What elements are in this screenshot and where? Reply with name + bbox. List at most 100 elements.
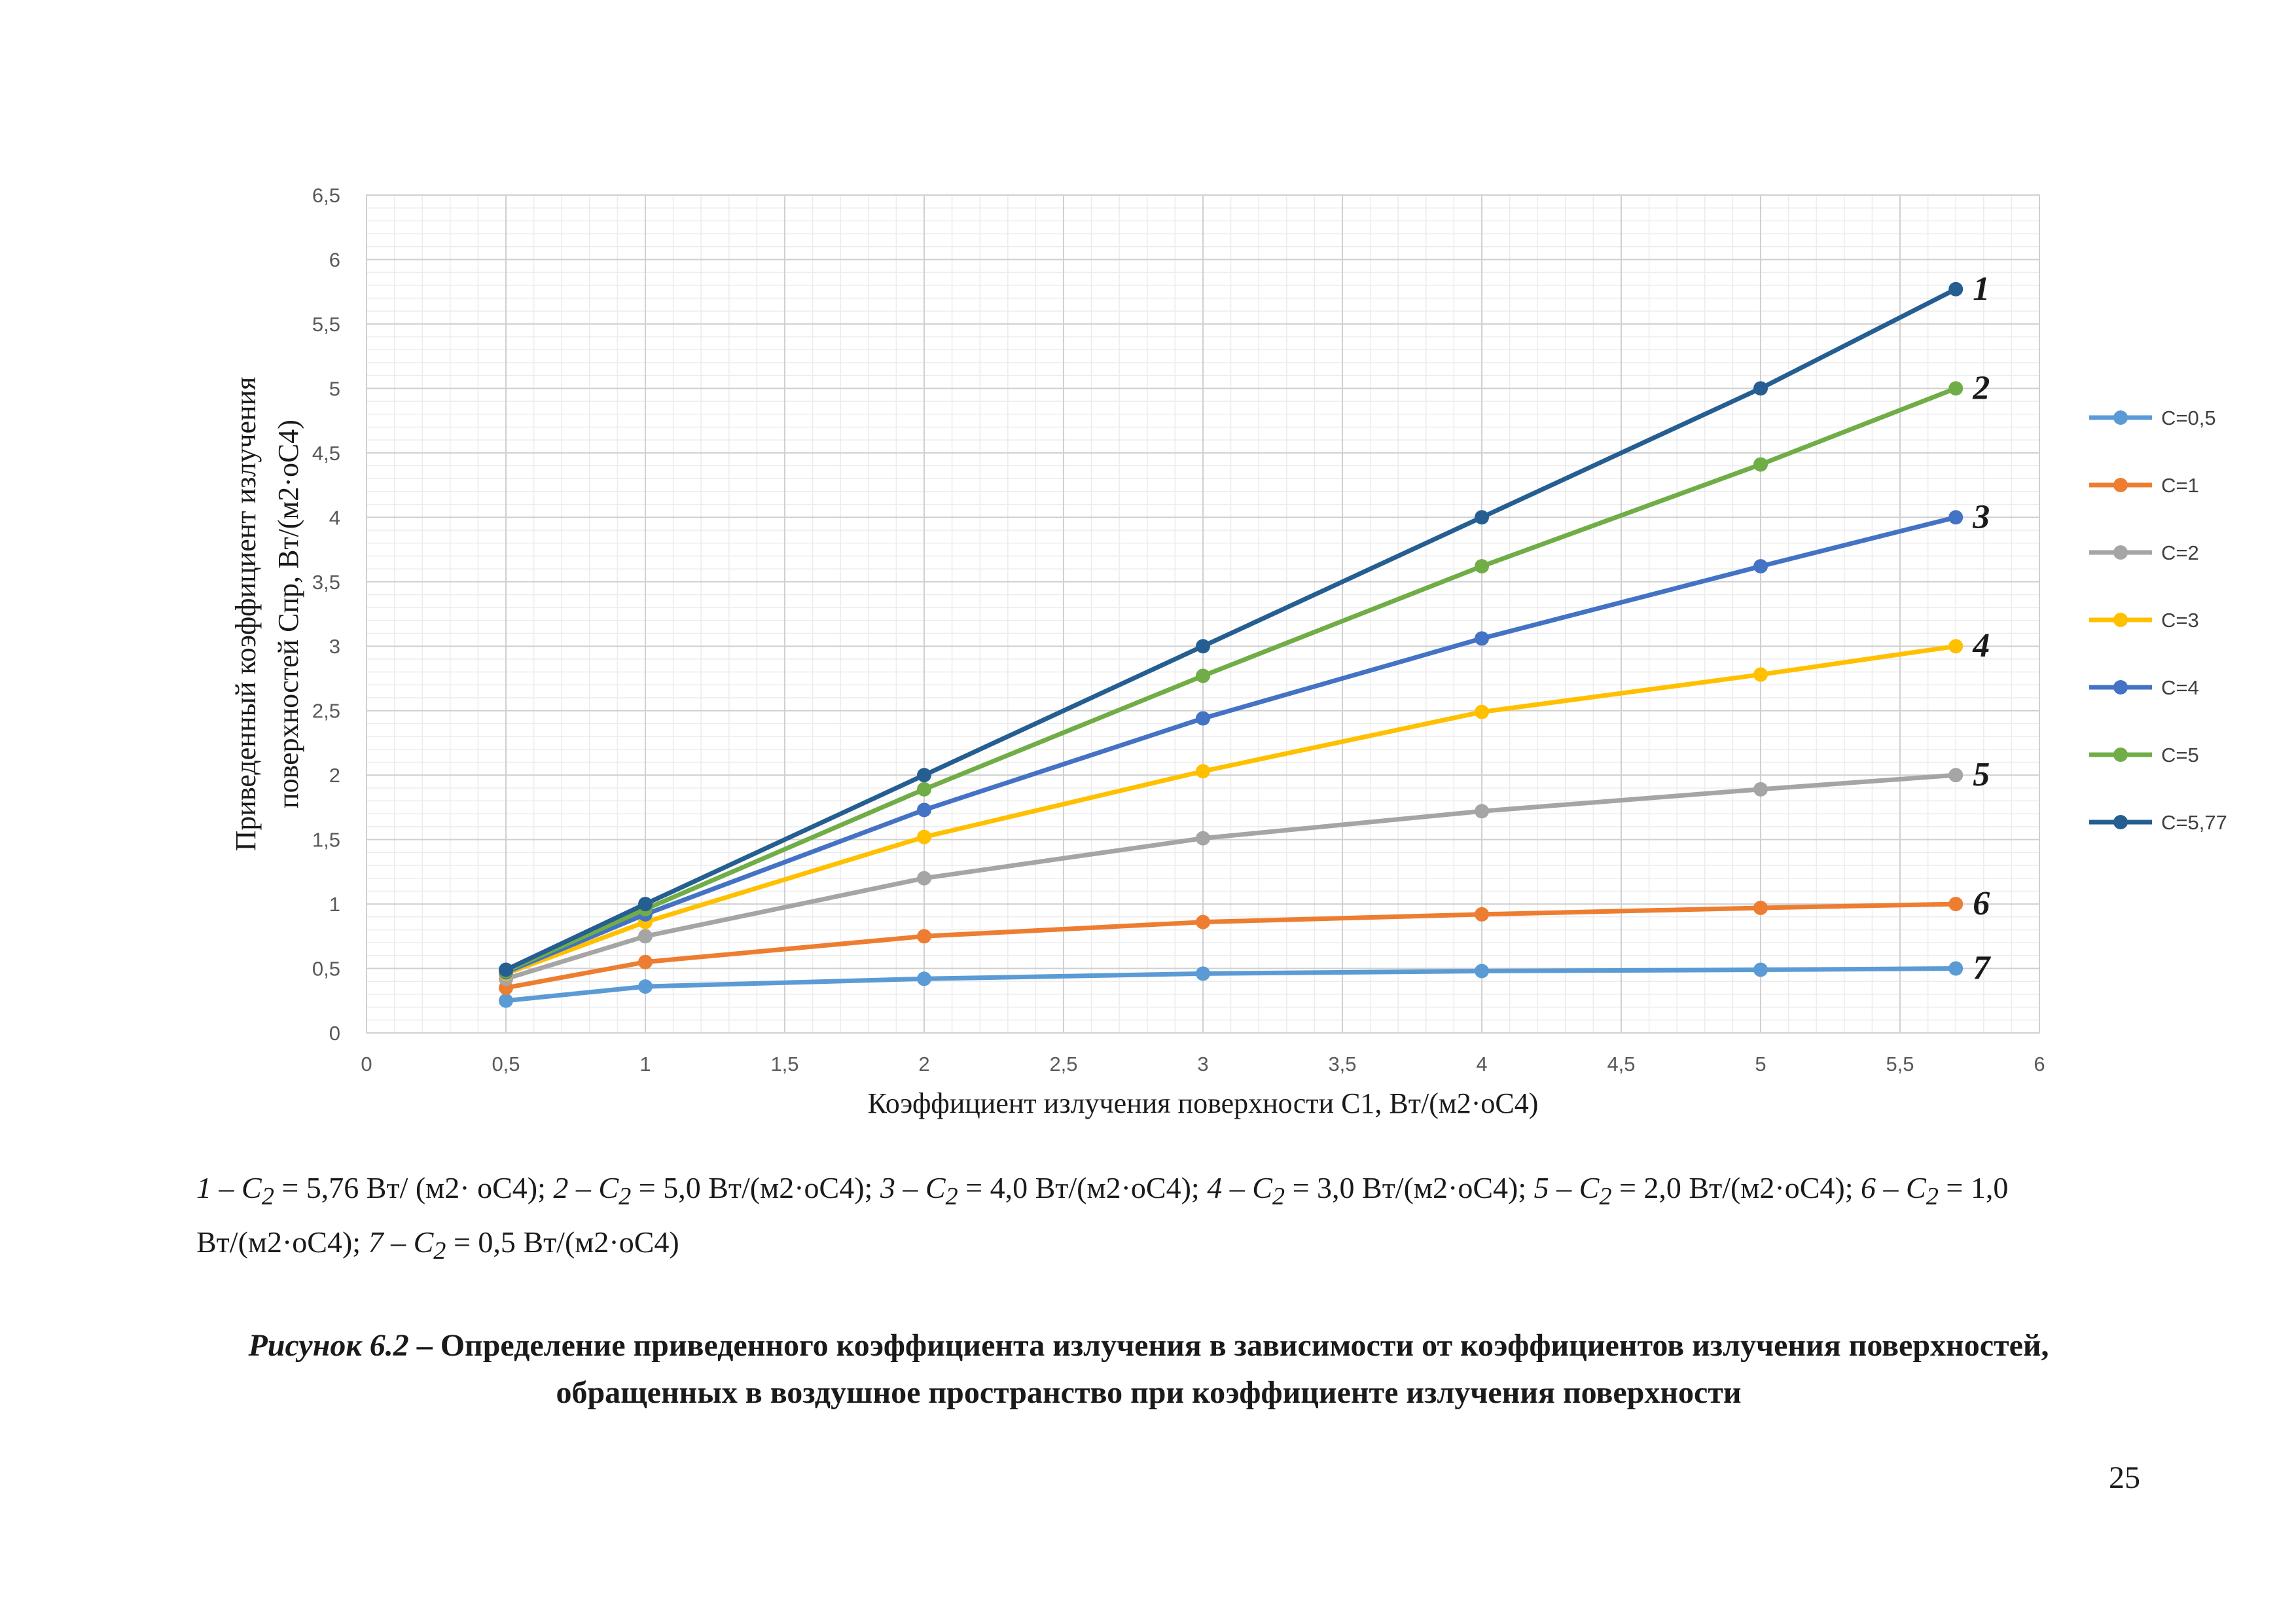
x-tick-label: 6 [2034,1053,2045,1075]
data-point [1196,668,1210,683]
legend-item: C=2 [2089,541,2199,564]
y-tick-label: 2,5 [312,700,340,723]
y-tick-label: 0 [329,1022,340,1045]
y-tick-label: 1,5 [312,829,340,852]
data-point [1196,764,1210,779]
data-point [1948,381,1964,396]
curve-legend-number: 7 [368,1225,384,1259]
x-tick-label: 0 [361,1053,372,1075]
curve-legend-symbol: C2 [1579,1171,1612,1211]
data-point [1475,704,1489,719]
legend-item: C=5,77 [2089,811,2227,834]
data-point [917,871,931,886]
data-point [1948,897,1964,912]
data-point [1196,914,1210,929]
curve-number-label: 1 [1973,270,1990,308]
x-axis-title: Коэффициент излучения поверхности C1, Вт… [868,1087,1539,1119]
x-tick-label: 0,5 [492,1053,520,1075]
curve-number-label: 3 [1972,498,1990,535]
x-tick-label: 1,5 [770,1053,798,1075]
curve-number-label: 6 [1973,885,1990,922]
series-group [499,281,1964,977]
data-point [1475,510,1489,525]
curve-legend-item: 2 – C2 = 5,0 Вт/(м2·оС4); [553,1171,880,1211]
data-point [1753,381,1768,396]
legend-item: C=4 [2089,676,2199,699]
curve-number-label: 5 [1973,756,1990,793]
x-tick-label: 5 [1755,1053,1766,1075]
data-point [1753,782,1768,797]
x-tick-label: 4,5 [1607,1053,1635,1075]
data-point [1196,639,1210,654]
x-tick-label: 4 [1476,1053,1487,1075]
data-point [1948,510,1964,525]
y-tick-label: 3 [329,635,340,658]
data-point [917,971,931,986]
curve-number-label: 4 [1972,627,1990,664]
data-point [1753,900,1768,915]
legend-item: C=1 [2089,474,2199,497]
data-point [499,993,513,1008]
legend-swatch-marker [2113,748,2128,762]
data-point [1196,711,1210,726]
data-point [1753,457,1768,472]
y-tick-label: 4 [329,506,340,529]
data-point [638,979,653,994]
x-tick-label: 3 [1197,1053,1208,1075]
y-tick-label: 4,5 [312,442,340,465]
legend: C=0,5 C=1 C=2 C=3 C=4 C=5 C=5,77 [2089,406,2227,834]
y-axis-title-line1: Приведенный коэффициент излучения [230,377,262,852]
data-point [917,803,931,818]
y-tick-label: 1 [329,893,340,916]
data-point [917,768,931,783]
data-point [1948,639,1964,654]
curve-legend-item: 7 – C2 = 0,5 Вт/(м2·оС4) [368,1225,679,1265]
y-axis-title: Приведенный коэффициент излучения поверхн… [230,377,304,852]
curve-legend-symbol: C2 [1906,1171,1939,1211]
curve-legend-item: 3 – C2 = 4,0 Вт/(м2·оС4); [880,1171,1208,1211]
legend-label: C=3 [2161,609,2199,632]
y-tick-label: 5 [329,377,340,400]
data-point [917,829,931,844]
x-tick-label: 5,5 [1886,1053,1914,1075]
legend-label: C=2 [2161,541,2199,564]
data-point [499,962,513,977]
legend-label: C=5 [2161,744,2199,767]
curve-legend-number: 1 [196,1171,211,1204]
x-tick-label: 2 [918,1053,929,1075]
legend-swatch-marker [2113,815,2128,829]
curve-legend-symbol: C2 [242,1171,274,1211]
y-tick-label: 6 [329,248,340,271]
series-group [499,961,1964,1008]
legend-swatch-marker [2113,410,2128,425]
data-point [638,929,653,944]
x-axis-tick-labels: 0 0,5 1 1,5 2 2,5 3 3,5 4 4,5 5 5,5 6 [361,1053,2045,1075]
figure-caption-text: – Определение приведенного коэффициента … [408,1328,2049,1410]
data-point [1475,631,1489,646]
legend-label: C=5,77 [2161,811,2227,834]
data-point [1475,907,1489,922]
curve-legend-number: 6 [1861,1171,1876,1204]
curve-legend-symbol: C2 [598,1171,632,1211]
legend-item: C=5 [2089,744,2199,767]
figure-number: Рисунок 6.2 [248,1328,409,1363]
curve-legend-symbol: C2 [1252,1171,1285,1211]
curve-legend-caption: 1 – C2 = 5,76 Вт/ (м2· оС4); 2 – C2 = 5,… [196,1165,2127,1274]
curve-legend-item: 1 – C2 = 5,76 Вт/ (м2· оС4); [196,1171,554,1211]
x-tick-label: 1 [639,1053,651,1075]
y-tick-label: 6,5 [312,184,340,207]
y-tick-label: 2 [329,764,340,787]
y-tick-label: 3,5 [312,571,340,594]
legend-swatch-marker [2113,613,2128,627]
data-point [638,954,653,969]
chart: 0 0,5 1 1,5 2 2,5 3 3,5 4 4,5 5 5,5 6 0 0,5 1 1,5 2 2,5 3 3… [230,184,2227,1119]
legend-item: C=3 [2089,609,2199,632]
curve-number-labels: 7 6 5 4 3 2 1 [1972,270,1991,987]
y-tick-label: 0,5 [312,958,340,981]
legend-swatch-marker [2113,478,2128,492]
legend-label: C=4 [2161,676,2199,699]
series-layer [499,281,1964,1008]
plot-area [366,194,2040,1034]
series-group [499,768,1964,986]
figure-caption: Рисунок 6.2 – Определение приведенного к… [157,1322,2140,1416]
